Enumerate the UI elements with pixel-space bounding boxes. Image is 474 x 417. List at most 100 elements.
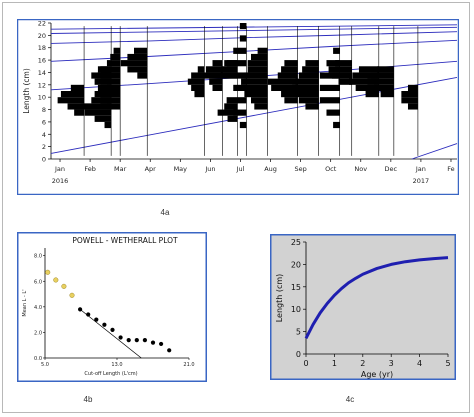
y-tick-label: 10 (291, 305, 301, 314)
histogram-bar (295, 78, 319, 85)
histogram-bar (74, 109, 85, 116)
histogram-bar (106, 84, 121, 91)
chart-4b-powell-wetherall: POWELL - WETHERALL PLOT 0.0 2.0 4.0 6.0 8.0 5.… (17, 232, 207, 382)
histogram-bar (365, 91, 379, 98)
histogram-bar (127, 66, 148, 73)
histogram-bar (401, 91, 418, 98)
histogram-bar (84, 109, 112, 116)
histogram-bar (224, 103, 238, 110)
histogram-bar (367, 78, 394, 85)
y-tick-label: 6.0 (34, 279, 42, 285)
histogram-bar (134, 47, 148, 54)
histogram-bar (106, 60, 121, 67)
histogram-bar (233, 47, 247, 54)
chart-4a-length-frequency: 0 2 4 6 8 10 12 14 16 18 20 22 Length (cm) Jan Feb Mar A… (17, 19, 459, 195)
histogram-bar (338, 78, 352, 85)
histogram-bar (241, 78, 268, 85)
histogram-bar (244, 91, 268, 98)
caption-4a: 4a (160, 208, 170, 217)
histogram-bar (326, 60, 340, 67)
y-tick-label: 20 (38, 32, 46, 40)
histogram-bar (254, 103, 268, 110)
x-tick-label: 5 (445, 359, 450, 368)
histogram-bar (70, 84, 85, 91)
included-point (102, 322, 107, 327)
histogram-bar (295, 91, 319, 98)
y-tick-label: 18 (38, 44, 46, 52)
excluded-point (61, 283, 67, 289)
histogram-bar (319, 72, 340, 79)
y-tick-label: 4 (42, 131, 46, 139)
histogram-bar (60, 91, 85, 98)
growth-curve (50, 26, 458, 34)
month-label: Jan (415, 165, 426, 173)
histogram-bar (247, 60, 268, 67)
month-label: Oct (325, 165, 337, 173)
histogram-bar (277, 72, 298, 79)
x-axis-label: Age (yr) (361, 370, 393, 379)
included-point (167, 348, 172, 353)
included-point (94, 317, 99, 322)
histogram-bar (302, 66, 319, 73)
x-tick-label: 3 (389, 359, 394, 368)
year-label: 2017 (413, 177, 430, 185)
histogram-bar (209, 78, 223, 85)
histogram-bar (97, 72, 121, 79)
histogram-bar (358, 66, 379, 73)
histogram-bar (380, 91, 394, 98)
histogram-bar (292, 84, 319, 91)
histogram-bar (335, 60, 352, 67)
histogram-bar (100, 91, 121, 98)
month-label: Jun (204, 165, 215, 173)
included-point (159, 341, 164, 347)
growth-curve-line (304, 256, 449, 340)
histogram-bar (271, 84, 298, 91)
histogram-bar (226, 60, 247, 67)
histogram-bar (355, 84, 379, 91)
histogram-bar (100, 97, 121, 104)
y-tick-label: 5 (296, 328, 301, 337)
histogram-bar (205, 66, 223, 73)
histogram-bar (250, 97, 268, 104)
histogram-bar (284, 97, 298, 104)
histogram-bar (407, 103, 418, 110)
histogram-bar (187, 78, 205, 85)
y-tick-label: 8 (42, 106, 46, 114)
included-point (142, 337, 147, 343)
included-point (110, 327, 115, 332)
histogram-bar (202, 72, 223, 79)
histogram-bar (349, 78, 379, 85)
y-tick-label: 20 (291, 260, 301, 269)
histogram-bar (298, 72, 319, 79)
histogram-bar (333, 121, 340, 129)
included-point (118, 335, 123, 340)
y-tick-label: 2.0 (34, 330, 42, 336)
y-tick-label: 14 (38, 69, 46, 77)
y-axis-label: Mean L - L' (22, 289, 28, 316)
histogram-bar (370, 72, 394, 79)
y-tick-label: 0 (296, 350, 301, 359)
y-tick-label: 15 (291, 283, 301, 292)
month-label: Dec (385, 165, 398, 173)
month-label: Aug (264, 165, 277, 173)
excluded-point (69, 292, 75, 298)
histogram-bar (298, 97, 319, 104)
histogram-bar (319, 84, 340, 91)
month-label: Nov (354, 165, 367, 173)
excluded-point (45, 269, 51, 275)
histogram-bar (113, 47, 121, 54)
histogram-bar (197, 66, 205, 73)
excluded-point (53, 277, 59, 283)
histogram-bar (250, 53, 268, 61)
histogram-bar (239, 23, 247, 30)
histogram-bar (239, 121, 247, 129)
histogram-bar (57, 97, 85, 104)
histogram-bar (120, 60, 148, 67)
histogram-bar (81, 103, 112, 110)
y-axis-label: Length (cm) (275, 274, 284, 323)
month-label: Feb (84, 165, 96, 173)
histogram-bar (110, 53, 121, 61)
histogram-bar (194, 91, 205, 98)
month-label: Fe (447, 165, 454, 173)
y-tick-label: 0 (42, 156, 46, 164)
